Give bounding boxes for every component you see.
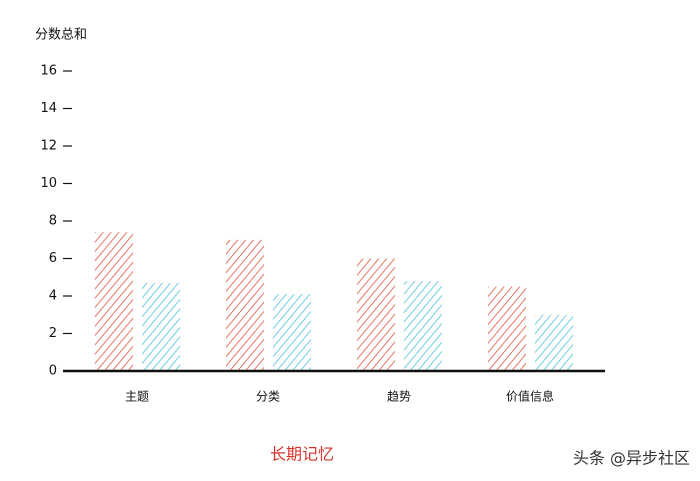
bar bbox=[535, 314, 573, 371]
y-tick-label: 2 bbox=[49, 326, 57, 341]
bar bbox=[226, 239, 264, 371]
y-tick-label: 12 bbox=[40, 139, 57, 154]
y-tick-label: 4 bbox=[49, 289, 57, 304]
bar bbox=[142, 282, 180, 371]
bar bbox=[404, 281, 442, 371]
watermark: 头条 @异步社区 bbox=[573, 449, 690, 468]
bar bbox=[357, 258, 395, 371]
x-tick-label: 主题 bbox=[125, 390, 149, 404]
x-tick-label: 趋势 bbox=[387, 390, 411, 404]
bar bbox=[95, 232, 133, 371]
y-tick-label: 16 bbox=[40, 64, 57, 79]
y-tick-label: 6 bbox=[49, 251, 57, 266]
y-tick-label: 14 bbox=[40, 101, 57, 116]
caption: 长期记忆 bbox=[270, 445, 334, 464]
x-tick-label: 价值信息 bbox=[506, 389, 554, 404]
x-tick-label: 分类 bbox=[256, 390, 280, 404]
y-tick-label: 8 bbox=[49, 214, 57, 229]
bar bbox=[273, 294, 311, 371]
y-tick-label: 10 bbox=[40, 176, 57, 191]
y-tick-label: 0 bbox=[49, 364, 57, 379]
y-axis-label: 分数总和 bbox=[35, 28, 87, 43]
bar bbox=[488, 286, 526, 371]
